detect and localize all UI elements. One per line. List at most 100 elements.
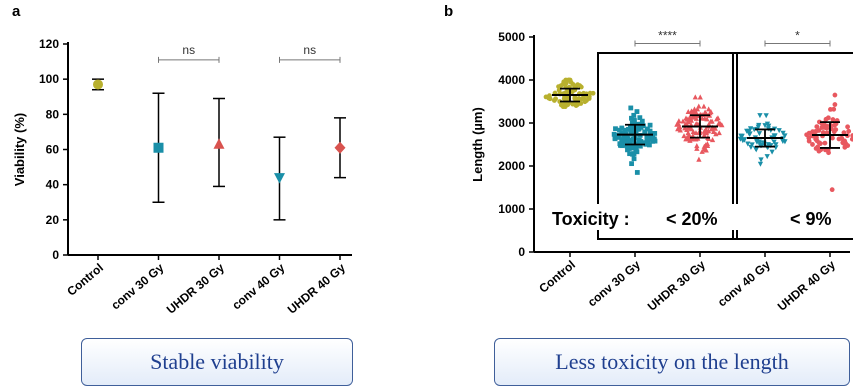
data-point	[637, 143, 643, 149]
data-point	[816, 119, 822, 125]
y-tick-label: 80	[46, 107, 60, 121]
significance-label: ns	[182, 43, 195, 57]
data-point	[704, 141, 711, 147]
significance-label: ns	[303, 43, 316, 57]
data-point	[749, 142, 755, 148]
caption-less-toxicity: Less toxicity on the length	[494, 338, 850, 386]
data-point	[708, 126, 715, 132]
y-tick-label: 20	[46, 213, 60, 227]
data-point	[764, 154, 770, 160]
data-point	[828, 106, 833, 112]
data-point	[575, 82, 581, 88]
data-point	[762, 123, 768, 129]
x-tick-label-uhdr-40-gy: UHDR 40 Gy	[775, 257, 838, 313]
data-point	[630, 151, 635, 157]
data-point	[683, 136, 689, 142]
data-point	[703, 147, 709, 153]
mean-marker	[93, 79, 103, 90]
data-point	[757, 161, 764, 167]
data-point	[753, 147, 759, 153]
data-point	[685, 125, 692, 131]
data-point	[691, 106, 698, 112]
data-point	[826, 150, 831, 156]
data-group-conv-30-gy	[611, 105, 658, 175]
x-tick-label-control: Control	[64, 261, 106, 299]
y-tick-label: 100	[39, 72, 59, 86]
data-point	[829, 187, 835, 193]
data-point	[628, 105, 634, 111]
y-tick-label: 0	[52, 248, 59, 262]
data-point	[558, 83, 564, 89]
data-point	[717, 120, 723, 126]
data-point	[756, 131, 763, 137]
data-point	[683, 115, 689, 121]
data-point	[645, 136, 650, 142]
data-point	[590, 90, 596, 96]
data-point	[647, 128, 653, 134]
data-point	[617, 127, 622, 133]
data-point-conv-30-gy	[152, 92, 165, 203]
data-point	[716, 130, 722, 136]
data-point	[612, 136, 618, 142]
data-point	[546, 95, 552, 101]
data-point	[709, 137, 716, 143]
x-tick-label-control: Control	[536, 258, 578, 296]
data-point	[814, 124, 820, 130]
data-point	[849, 136, 853, 142]
data-point	[633, 131, 639, 136]
mean-marker	[334, 141, 346, 154]
data-point	[629, 161, 634, 167]
data-point	[817, 141, 823, 146]
toxicity-background	[548, 204, 848, 230]
data-point	[634, 126, 640, 131]
data-point	[815, 145, 821, 151]
data-point	[694, 143, 700, 149]
significance-label: *	[795, 28, 800, 42]
data-point	[626, 146, 632, 151]
data-point	[806, 138, 812, 144]
data-point	[551, 98, 557, 103]
data-group-control	[543, 77, 596, 110]
y-tick-label: 5000	[498, 30, 525, 44]
data-group-conv-40-gy	[737, 113, 788, 167]
data-point	[685, 108, 691, 114]
data-point	[694, 145, 700, 151]
data-point	[696, 156, 702, 162]
data-point	[813, 136, 819, 142]
data-point	[741, 137, 748, 143]
toxicity-annotation: Toxicity : < 20% < 9%	[548, 204, 848, 230]
data-point	[832, 102, 838, 107]
data-point	[621, 134, 627, 140]
data-point	[824, 130, 830, 136]
data-point	[697, 94, 703, 100]
data-point	[639, 118, 645, 124]
data-point	[823, 116, 829, 122]
data-point	[832, 122, 838, 128]
data-point	[841, 130, 847, 136]
data-point	[690, 128, 696, 134]
data-point	[676, 118, 682, 124]
data-point	[619, 130, 625, 136]
data-point	[557, 99, 563, 104]
length-chart: b 0 1000 2000 3000 4000 5000 Length (µm) Control…	[444, 3, 853, 314]
panel-label: b	[444, 3, 453, 20]
data-point	[693, 109, 699, 115]
x-tick-label-conv-30-gy: conv 30 Gy	[108, 260, 166, 312]
data-point-uhdr-30-gy	[213, 97, 225, 188]
toxicity-value-40gy: < 9%	[790, 209, 832, 229]
data-point	[832, 92, 838, 98]
y-tick-label: 4000	[498, 73, 525, 87]
data-point	[613, 126, 618, 132]
data-point	[677, 124, 683, 130]
data-point	[617, 141, 623, 147]
data-point	[632, 143, 638, 148]
data-point	[745, 141, 751, 147]
mean-marker	[274, 173, 285, 184]
data-point	[631, 112, 637, 118]
data-point	[712, 125, 718, 131]
data-point	[634, 170, 640, 175]
data-point	[563, 80, 569, 86]
data-point	[842, 144, 848, 150]
data-point	[623, 140, 629, 146]
